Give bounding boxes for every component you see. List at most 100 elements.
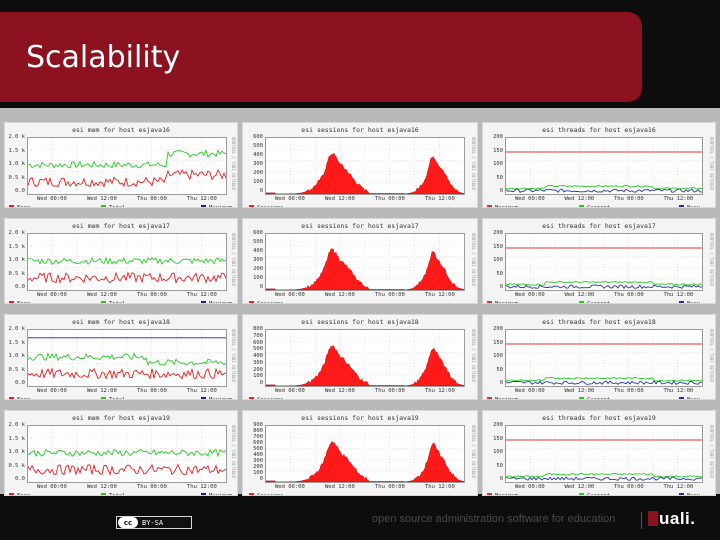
y-tick-label: 0 (259, 284, 263, 290)
legend-swatch (9, 205, 14, 207)
legend-label: Current (587, 397, 611, 400)
graph-title: esi sessions for host esjava16 (301, 126, 419, 134)
y-tick-label: 2.0 k (8, 230, 25, 236)
sessions-area (266, 440, 464, 482)
rrdtool-credit: RRDTOOL / TOBI OETIKER (231, 137, 236, 190)
plot-area (505, 425, 703, 483)
graph-panel-mem-esjava16: esi mem for host esjava16 2.0 k 1.5 k 1.0 k… (4, 122, 238, 208)
kuali-logo[interactable]: uali. (648, 509, 696, 529)
plot-area (27, 233, 227, 291)
legend-label: Free (17, 493, 31, 496)
busy-trace (506, 380, 702, 385)
y-tick-label: 0.5 k (8, 366, 25, 373)
graph-panel-sessions-esjava19: esi sessions for host esjava19 900 800 700 6… (242, 410, 478, 496)
legend-item: Sessions (249, 397, 284, 400)
y-tick-label: 200 (493, 326, 503, 332)
x-tick-label: Thu 00:00 (613, 292, 644, 298)
logo-text: uali. (659, 509, 696, 528)
y-tick-label: 200 (253, 366, 263, 373)
legend-item: Busy (679, 301, 700, 303)
y-tick-label: 200 (493, 230, 503, 236)
y-tick-label: 0 (499, 476, 503, 482)
legend-label: Free (17, 301, 31, 304)
plot-svg (28, 138, 226, 194)
sessions-area (266, 345, 464, 386)
legend-swatch (579, 301, 584, 303)
legend-label: Maximum (209, 397, 233, 400)
x-tick-label: Wed 12:00 (564, 388, 595, 394)
y-tick-label: 2.0 k (8, 134, 25, 140)
legend-label: Total (109, 301, 126, 304)
legend-item: Busy (679, 493, 700, 495)
free-trace (28, 168, 226, 188)
legend-item: Free (9, 493, 31, 496)
sessions-area (266, 152, 464, 194)
x-tick-label: Wed 00:00 (514, 292, 545, 298)
legend-swatch (579, 493, 584, 495)
x-tick-label: Thu 00:00 (137, 484, 167, 490)
legend-item: Maximum (201, 397, 233, 400)
x-tick-label: Thu 12:00 (187, 196, 217, 202)
y-tick-label: 600 (253, 339, 263, 346)
rrdtool-credit: RRDTOOL / TOBI OETIKER (471, 329, 476, 382)
logo-k-mark (648, 511, 658, 526)
x-tick-label: Wed 12:00 (564, 292, 595, 298)
legend-label: Total (109, 205, 126, 208)
y-tick-label: 1.5 k (8, 243, 25, 250)
legend-swatch (201, 493, 206, 495)
x-tick-label: Thu 00:00 (613, 484, 644, 490)
legend-label: Maximum (209, 301, 233, 304)
x-tick-label: Thu 00:00 (375, 388, 405, 394)
legend-item: Maximum (487, 493, 518, 495)
plot-area (27, 329, 227, 387)
rrdtool-credit: RRDTOOL / TOBI OETIKER (709, 425, 714, 478)
x-tick-label: Thu 12:00 (425, 484, 455, 490)
legend-swatch (9, 493, 14, 495)
legend-item: Maximum (487, 397, 518, 399)
y-tick-label: 1.5 k (8, 435, 25, 442)
x-tick-label: Wed 12:00 (87, 484, 117, 490)
y-tick-label: 300 (253, 359, 263, 366)
y-tick-label: 1.0 k (8, 257, 25, 263)
y-tick-label: 200 (493, 134, 503, 140)
current-trace (506, 184, 702, 190)
plot-area (505, 329, 703, 387)
x-tick-label: Wed 00:00 (37, 196, 67, 202)
x-tick-label: Thu 12:00 (187, 484, 217, 490)
total-trace (28, 448, 226, 458)
legend-item: Current (579, 205, 610, 207)
rrdtool-credit: RRDTOOL / TOBI OETIKER (231, 329, 236, 382)
graph-panel-threads-esjava19: esi threads for host esjava19 200 150 100 50… (482, 410, 716, 496)
x-tick-label: Wed 12:00 (325, 292, 355, 298)
legend-label: Sessions (257, 397, 284, 400)
x-tick-label: Wed 00:00 (514, 388, 545, 394)
x-tick-label: Wed 12:00 (564, 484, 595, 490)
graph-panel-sessions-esjava18: esi sessions for host esjava18 800 700 600 5… (242, 314, 478, 400)
y-tick-label: 600 (253, 440, 263, 446)
y-tick-label: 800 (253, 428, 263, 434)
graph-panel-sessions-esjava17: esi sessions for host esjava17 600 500 400 3… (242, 218, 478, 304)
y-tick-label: 200 (253, 266, 263, 272)
plot-svg (506, 426, 702, 482)
legend-swatch (679, 205, 684, 207)
legend-swatch (101, 493, 106, 495)
y-tick-label: 50 (496, 174, 503, 181)
plot-svg (266, 330, 464, 386)
x-tick-label: Thu 00:00 (137, 388, 167, 394)
graph-title: esi mem for host esjava17 (72, 222, 170, 230)
x-tick-label: Thu 12:00 (425, 388, 455, 394)
license-badge[interactable]: cc BY-SA (116, 516, 192, 529)
x-tick-label: Thu 00:00 (375, 196, 405, 202)
legend-swatch (579, 205, 584, 207)
legend-swatch (679, 493, 684, 495)
current-trace (506, 280, 702, 286)
legend-label: Maximum (495, 301, 519, 304)
y-tick-label: 0 (499, 380, 503, 386)
x-tick-label: Thu 00:00 (137, 292, 167, 298)
x-tick-label: Wed 00:00 (275, 292, 305, 298)
rrdtool-credit: RRDTOOL / TOBI OETIKER (471, 233, 476, 286)
y-tick-label: 0.5 k (8, 174, 25, 181)
y-tick-label: 900 (253, 422, 263, 428)
x-tick-label: Thu 12:00 (663, 484, 694, 490)
y-tick-label: 50 (496, 270, 503, 277)
